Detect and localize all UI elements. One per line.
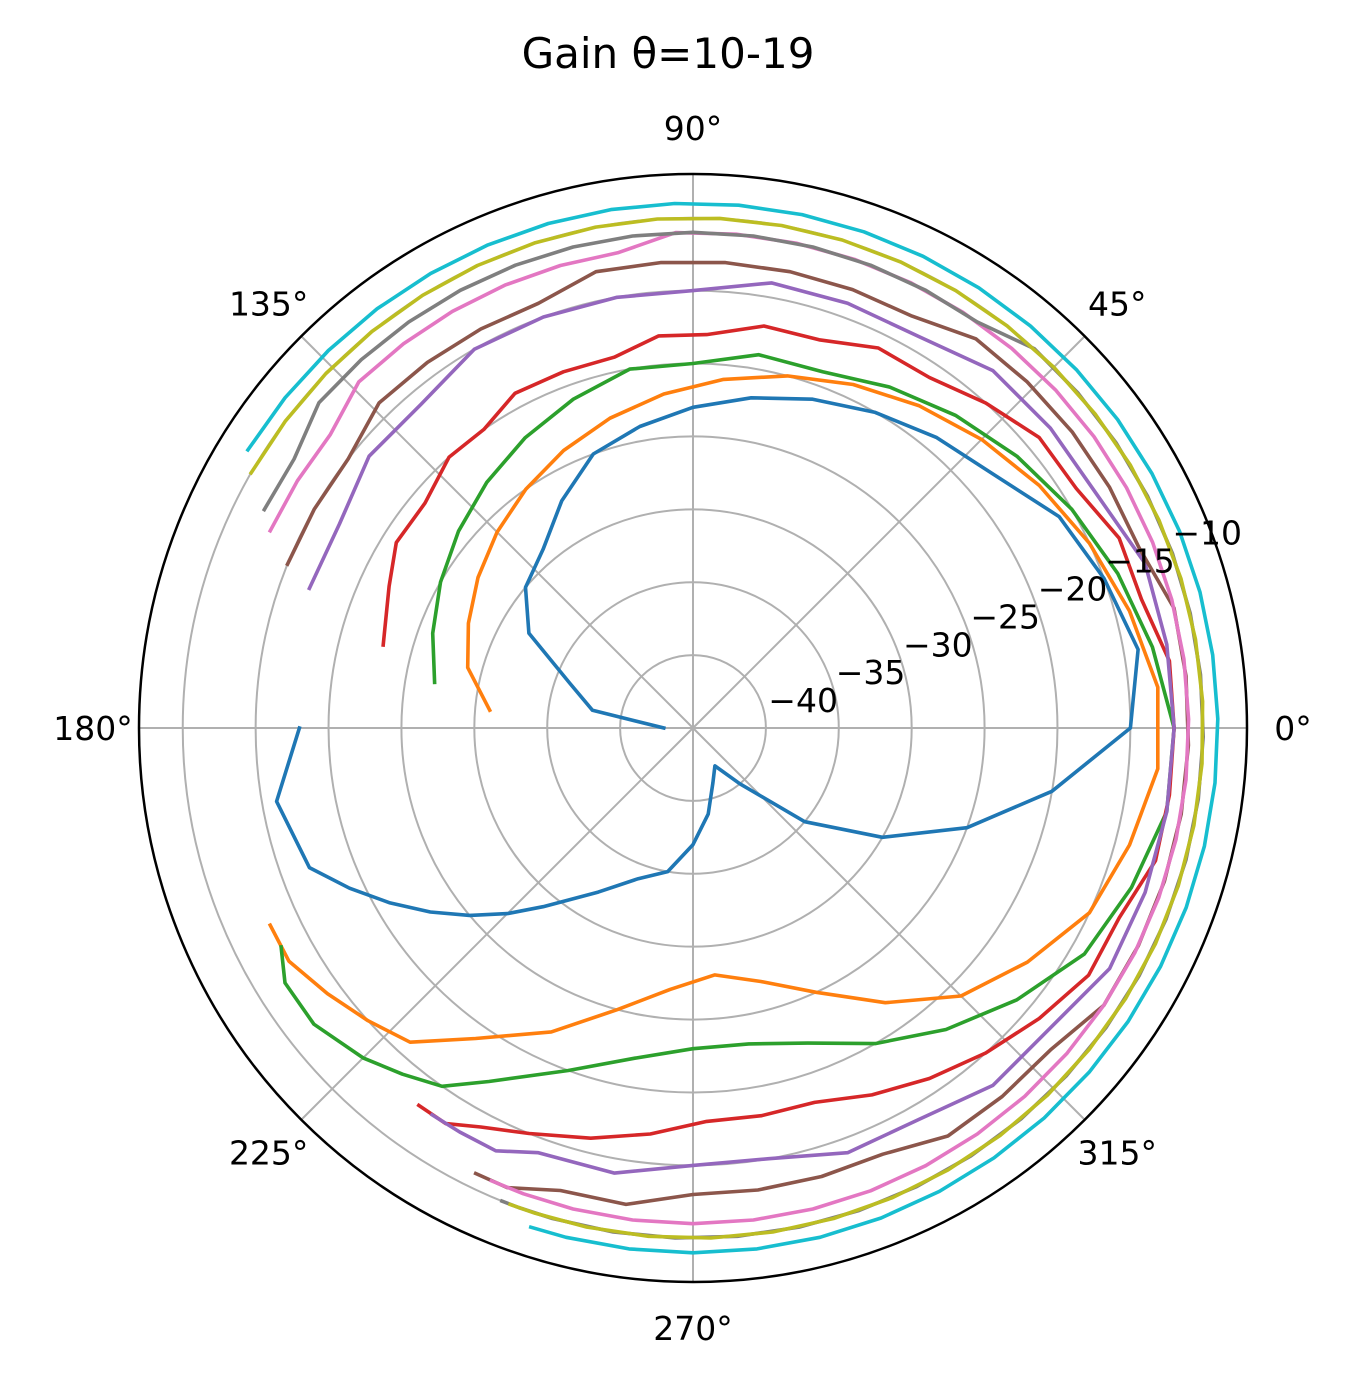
theta-gridline <box>300 727 694 1121</box>
series-line-1 <box>274 396 1140 918</box>
theta-gridline <box>692 335 1086 729</box>
theta-tick-label: 90° <box>664 109 723 148</box>
series-line-2 <box>267 374 1160 1044</box>
r-tick-label: −35 <box>836 653 906 692</box>
chart-title: Gain θ=10-19 <box>522 29 815 78</box>
series-layer <box>245 201 1220 1255</box>
r-gridline <box>619 654 767 802</box>
theta-tick-label: 45° <box>1088 285 1147 324</box>
r-gridline <box>546 581 840 875</box>
theta-tick-label: 180° <box>53 709 133 748</box>
theta-tick-label: 225° <box>229 1133 309 1172</box>
polar-grid <box>139 174 1247 1282</box>
r-tick-label: −20 <box>1038 570 1108 609</box>
theta-tick-label: 135° <box>229 285 309 324</box>
theta-gridline <box>692 727 1086 1121</box>
series-line-9 <box>248 216 1205 1240</box>
polar-frame <box>137 172 1249 1284</box>
series-line-4 <box>381 324 1176 1140</box>
r-tick-label: −10 <box>1172 514 1242 553</box>
axis-layer <box>137 172 1249 1284</box>
theta-tick-label: 315° <box>1078 1133 1158 1172</box>
theta-tick-label: 0° <box>1274 709 1312 748</box>
r-gridline <box>400 435 986 1021</box>
theta-tick-label: 270° <box>653 1309 733 1348</box>
r-tick-label: −15 <box>1105 542 1175 581</box>
series-line-6 <box>285 260 1191 1207</box>
r-tick-label: −25 <box>970 597 1040 636</box>
series-line-5 <box>307 281 1176 1175</box>
r-gridline <box>473 508 913 948</box>
series-line-7 <box>267 230 1191 1226</box>
tick-labels: 0° 45° 90° 135° 180° 225° 270° 315° −40−35−30−25… <box>53 109 1312 1348</box>
r-tick-label: −40 <box>768 681 838 720</box>
r-tick-label: −30 <box>903 625 973 664</box>
series-line-10 <box>245 201 1220 1255</box>
